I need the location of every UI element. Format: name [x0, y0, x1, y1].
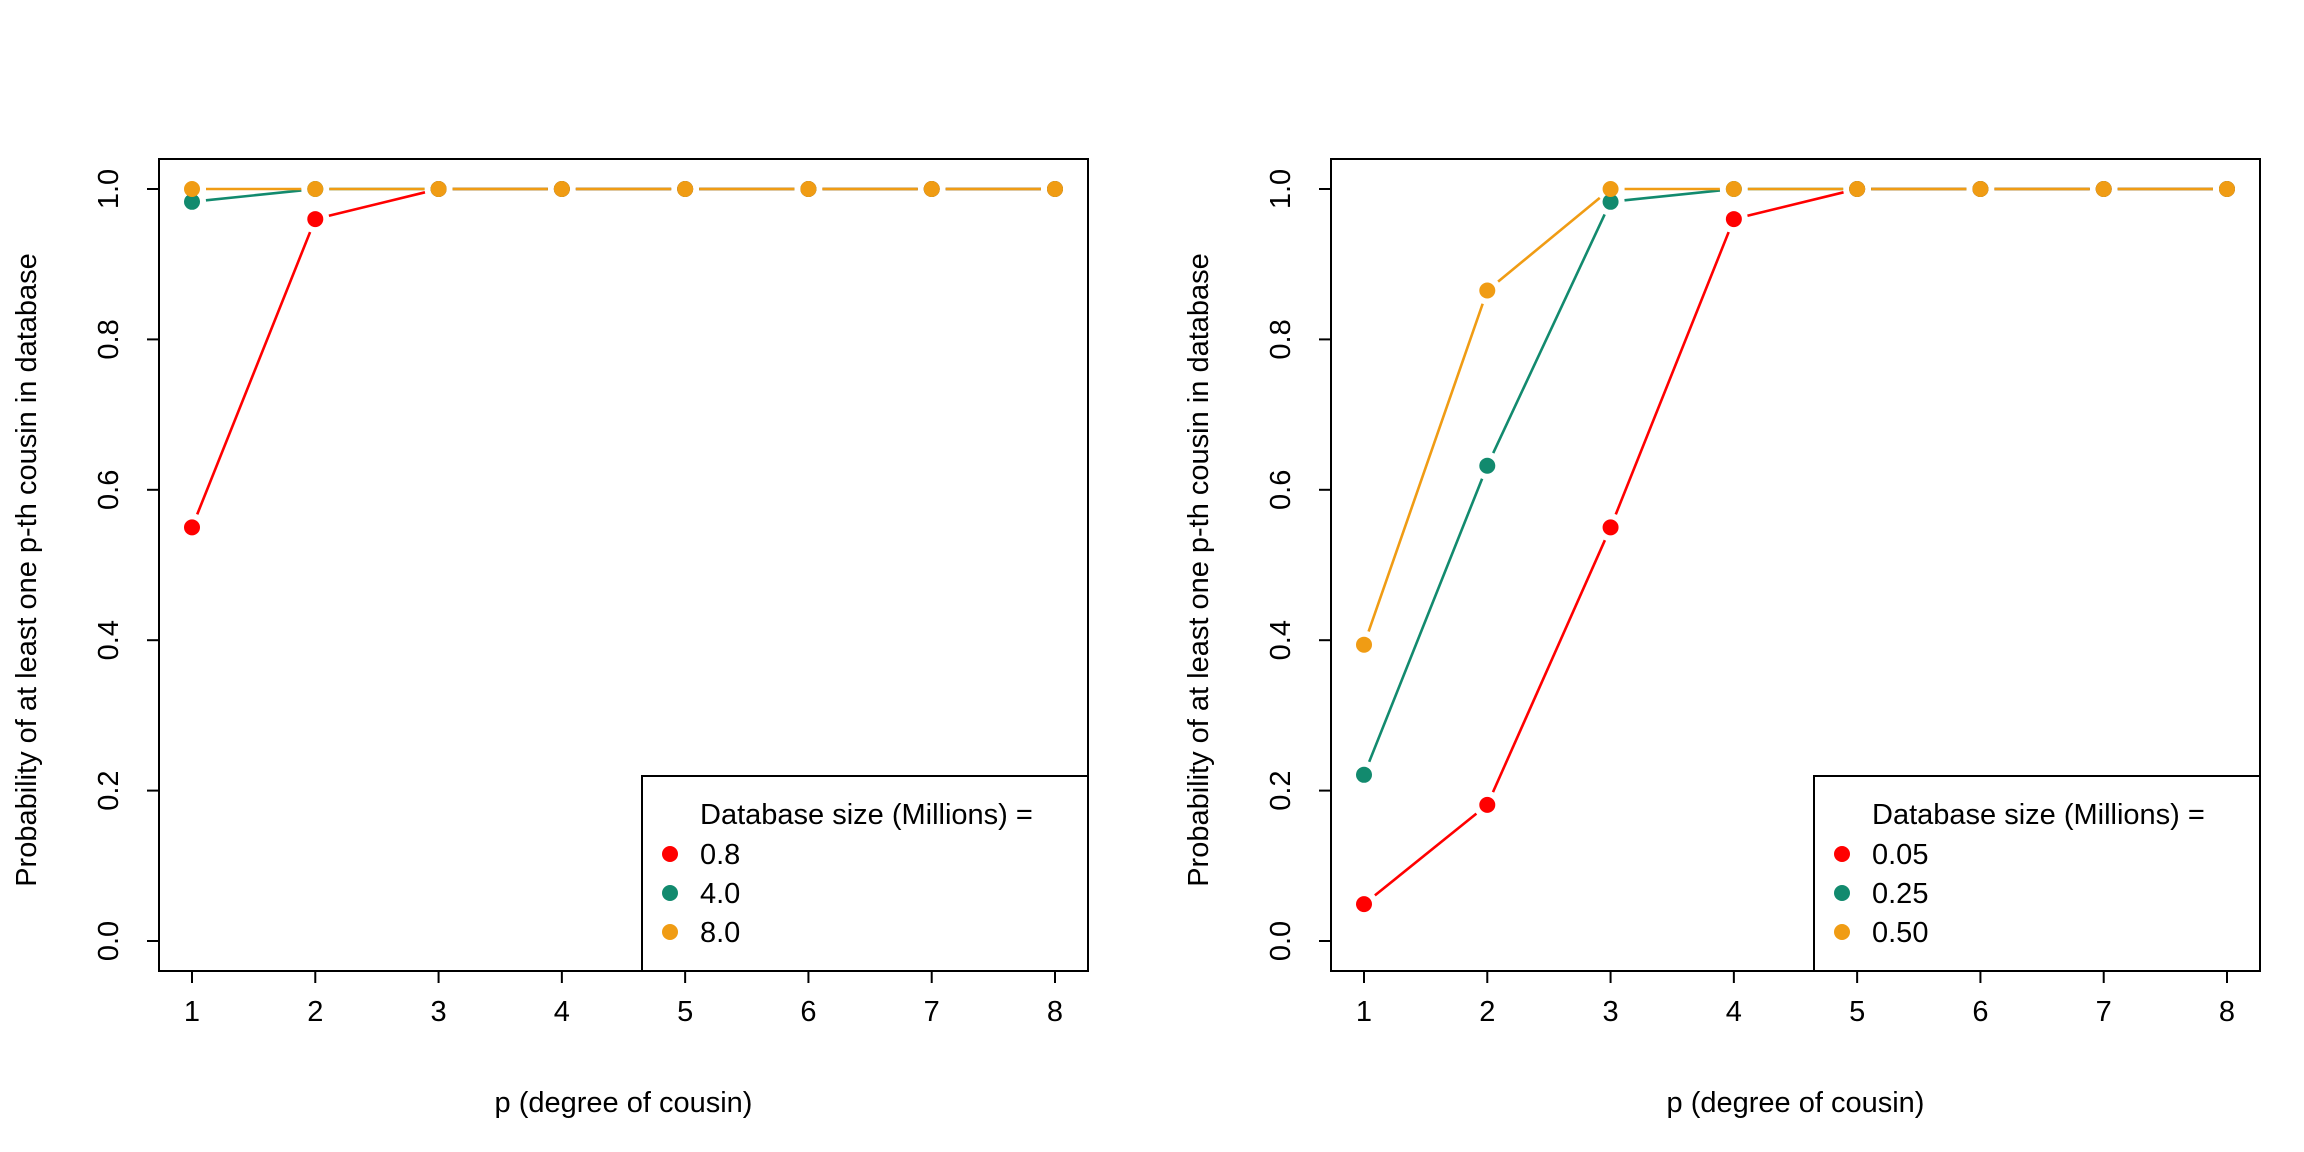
x-tick-label: 8 — [1047, 996, 1063, 1028]
y-tick-label: 0.2 — [93, 770, 125, 810]
series-line-segment — [1624, 189, 1721, 202]
legend-label: 0.25 — [1872, 878, 1928, 910]
y-axis-title: Probability of at least one p-th cousin … — [11, 253, 43, 887]
legend-marker — [662, 846, 678, 862]
data-point — [553, 181, 570, 197]
data-point — [184, 181, 200, 197]
data-point — [1725, 211, 1742, 228]
series-line-segment — [1491, 539, 1607, 793]
x-tick-label: 5 — [677, 996, 693, 1028]
plot-frame — [1330, 158, 2261, 972]
legend-marker — [662, 924, 678, 940]
x-tick-label: 3 — [431, 996, 447, 1028]
y-tick-label: 1.0 — [93, 169, 125, 209]
x-tick-label: 7 — [924, 996, 940, 1028]
legend-label: 4.0 — [700, 878, 740, 910]
y-tick-label: 0.8 — [93, 319, 125, 359]
y-tick-label: 0.6 — [93, 470, 125, 510]
data-point — [1725, 181, 1742, 197]
data-point — [1479, 282, 1496, 299]
series-line-segment — [1747, 191, 1844, 218]
y-axis-title: Probability of at least one p-th cousin … — [1183, 253, 1215, 887]
chart-panel-1: 1 2 3 4 5 6 7 8 0.0 0.2 0.4 0.6 0.8 1.0 p (degree of c… — [11, 158, 1089, 1119]
legend-box — [1813, 775, 2261, 972]
x-tick-label: 2 — [1479, 996, 1495, 1028]
data-point — [677, 181, 694, 197]
x-tick-label: 6 — [800, 996, 816, 1028]
data-point — [2219, 181, 2235, 197]
data-point — [1849, 181, 1866, 197]
series-0.50 — [1356, 181, 2235, 653]
legend-marker — [1834, 885, 1850, 901]
series-line-segment — [205, 189, 302, 202]
data-point — [2095, 181, 2112, 197]
legend-title: Database size (Millions) = — [700, 799, 1033, 831]
data-point — [923, 181, 940, 197]
x-tick-label: 1 — [184, 996, 200, 1028]
y-tick-label: 0.4 — [93, 620, 125, 660]
x-tick-label: 3 — [1603, 996, 1619, 1028]
legend-title: Database size (Millions) = — [1872, 799, 2205, 831]
data-point — [1479, 796, 1496, 813]
data-point — [1602, 193, 1619, 210]
x-tick-label: 8 — [2219, 996, 2235, 1028]
series-line-segment — [1614, 231, 1730, 515]
legend: Database size (Millions) = 0.8 4.0 8.0 — [641, 775, 1089, 972]
legend-marker — [1834, 846, 1850, 862]
x-tick-label: 6 — [1972, 996, 1988, 1028]
x-tick-label: 4 — [554, 996, 570, 1028]
x-tick-label: 7 — [2096, 996, 2112, 1028]
legend-label: 0.05 — [1872, 839, 1928, 871]
series-line-segment — [1374, 812, 1478, 897]
x-tick-label: 5 — [1849, 996, 1865, 1028]
legend-marker — [662, 885, 678, 901]
legend-label: 0.8 — [700, 839, 740, 871]
legend-box — [641, 775, 1089, 972]
y-tick-label: 0.6 — [1265, 470, 1297, 510]
x-tick-label: 2 — [307, 996, 323, 1028]
series-line-segment — [1497, 196, 1601, 283]
series-line-segment — [195, 231, 312, 515]
legend-label: 8.0 — [700, 917, 740, 949]
y-tick-label: 0.8 — [1265, 319, 1297, 359]
series-8.0 — [184, 181, 1063, 197]
data-point — [184, 519, 200, 536]
data-point — [1972, 181, 1989, 197]
x-tick-label: 4 — [1726, 996, 1742, 1028]
data-point — [1479, 457, 1496, 474]
data-point — [1602, 181, 1619, 197]
data-point — [430, 181, 447, 197]
legend-label: 0.50 — [1872, 917, 1928, 949]
data-point — [1356, 896, 1372, 913]
y-tick-label: 0.0 — [1265, 921, 1297, 961]
data-point — [800, 181, 817, 197]
legend: Database size (Millions) = 0.05 0.25 0.50 — [1813, 775, 2261, 972]
x-axis-title: p (degree of cousin) — [1667, 1087, 1925, 1119]
data-point — [1047, 181, 1063, 197]
plot-frame — [158, 158, 1089, 972]
series-line-segment — [328, 191, 426, 218]
data-point — [307, 211, 324, 228]
x-tick-label: 1 — [1356, 996, 1372, 1028]
series-line-segment — [1367, 303, 1484, 632]
y-tick-label: 0.4 — [1265, 620, 1297, 660]
series-line-segment — [1367, 478, 1484, 763]
y-tick-label: 0.0 — [93, 921, 125, 961]
legend-marker — [1834, 924, 1850, 940]
data-point — [307, 181, 324, 197]
y-tick-label: 0.2 — [1265, 770, 1297, 810]
x-axis-title: p (degree of cousin) — [495, 1087, 753, 1119]
y-tick-label: 1.0 — [1265, 169, 1297, 209]
data-point — [184, 193, 200, 210]
data-point — [1356, 636, 1372, 653]
data-point — [1356, 766, 1372, 783]
chart-panel-2: 1 2 3 4 5 6 7 8 0.0 0.2 0.4 0.6 0.8 1.0 p (degree of c… — [1183, 158, 2261, 1119]
data-point — [1602, 519, 1619, 536]
series-line-segment — [1492, 213, 1606, 454]
